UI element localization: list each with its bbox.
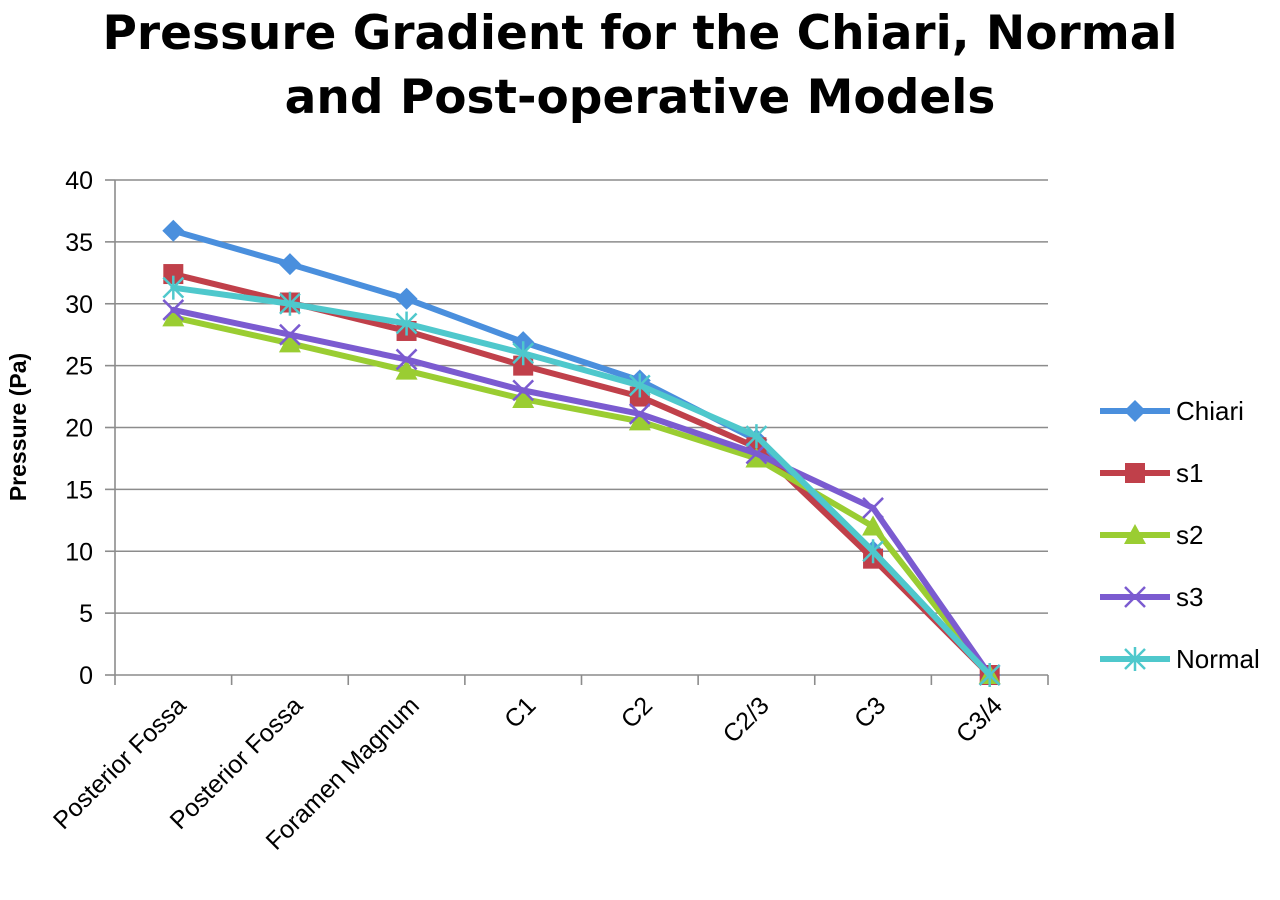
marker-diamond bbox=[162, 219, 185, 242]
series-lines bbox=[162, 219, 1001, 687]
marker-x-stroke bbox=[862, 497, 884, 519]
series-line bbox=[170, 306, 993, 678]
marker-triangle bbox=[512, 388, 535, 409]
marker-star bbox=[162, 275, 185, 300]
legend-label: Chiari bbox=[1176, 396, 1244, 426]
legend-item-normal: Normal bbox=[1100, 644, 1260, 674]
series-chiari bbox=[162, 219, 1001, 686]
marker-x-stroke bbox=[162, 299, 185, 321]
marker-triangle bbox=[862, 515, 885, 536]
legend-label: s2 bbox=[1176, 520, 1203, 550]
x-tick-label: C3 bbox=[849, 691, 891, 733]
marker-x-stroke bbox=[1124, 586, 1146, 608]
y-tick-label: 30 bbox=[65, 291, 93, 319]
x-tick-label: C1 bbox=[499, 691, 541, 733]
marker-square bbox=[163, 264, 184, 285]
series-s2 bbox=[162, 306, 1001, 684]
marker-x-stroke bbox=[628, 403, 651, 425]
y-tick-label: 35 bbox=[65, 229, 93, 257]
marker-diamond bbox=[278, 253, 301, 276]
chart-title-line-2: and Post-operative Models bbox=[284, 70, 996, 125]
y-tick-label: 25 bbox=[65, 353, 93, 381]
legend-item-s1: s1 bbox=[1100, 458, 1203, 488]
marker-diamond bbox=[1124, 400, 1146, 422]
marker-x-stroke bbox=[395, 348, 418, 371]
marker-triangle bbox=[278, 332, 301, 353]
marker-triangle bbox=[395, 359, 418, 380]
marker-x bbox=[279, 323, 301, 346]
marker-triangle bbox=[1124, 524, 1146, 544]
marker-x bbox=[862, 497, 884, 519]
marker-star bbox=[279, 291, 301, 316]
series-s1 bbox=[163, 264, 1000, 685]
marker-star bbox=[1124, 647, 1146, 671]
marker-x-stroke bbox=[279, 323, 301, 346]
legend-item-s2: s2 bbox=[1100, 520, 1203, 550]
chart-title-line-1: Pressure Gradient for the Chiari, Normal bbox=[102, 6, 1178, 61]
legend-item-s3: s3 bbox=[1100, 582, 1203, 612]
chart-title: Pressure Gradient for the Chiari, Normal… bbox=[0, 0, 1280, 130]
marker-triangle bbox=[162, 306, 185, 327]
legend-label: Normal bbox=[1176, 644, 1260, 674]
y-axis-title: Pressure (Pa) bbox=[5, 353, 31, 501]
marker-triangle bbox=[628, 410, 651, 431]
y-tick-label: 5 bbox=[79, 600, 93, 628]
marker-star bbox=[395, 311, 418, 336]
marker-x bbox=[628, 403, 651, 425]
marker-square bbox=[513, 355, 534, 376]
marker-x bbox=[512, 379, 535, 402]
series-line bbox=[170, 284, 993, 678]
marker-star bbox=[978, 663, 1001, 687]
y-tick-label: 0 bbox=[79, 662, 93, 690]
marker-x bbox=[1124, 586, 1146, 608]
y-tick-label: 40 bbox=[65, 167, 93, 195]
y-tick-label: 20 bbox=[65, 415, 93, 443]
marker-square bbox=[1125, 463, 1145, 483]
marker-x bbox=[162, 299, 185, 321]
legend-label: s3 bbox=[1176, 582, 1203, 612]
gridlines bbox=[115, 179, 1048, 614]
legend: Chiari s1 s2 s3 Normal bbox=[1100, 396, 1260, 674]
x-tick-label: C2 bbox=[616, 691, 658, 733]
series-s3 bbox=[162, 299, 1001, 686]
x-tick-label: C3/4 bbox=[951, 691, 1008, 748]
marker-diamond bbox=[395, 287, 418, 310]
marker-star bbox=[628, 373, 651, 398]
series-normal bbox=[162, 275, 1001, 687]
marker-star bbox=[745, 424, 768, 449]
x-tick-label: C2/3 bbox=[718, 691, 775, 748]
y-tick-label: 15 bbox=[65, 476, 93, 504]
legend-label: s1 bbox=[1176, 458, 1203, 488]
marker-x bbox=[395, 348, 418, 371]
series-line bbox=[170, 314, 993, 678]
marker-star bbox=[862, 539, 884, 564]
legend-item-chiari: Chiari bbox=[1100, 396, 1244, 426]
marker-star bbox=[512, 341, 535, 366]
marker-x-stroke bbox=[512, 379, 535, 402]
y-tick-label: 10 bbox=[65, 538, 93, 566]
marker-triangle bbox=[745, 447, 768, 468]
